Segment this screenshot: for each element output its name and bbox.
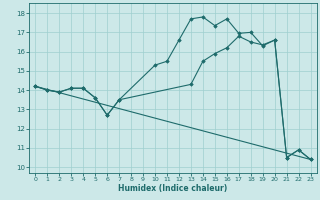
X-axis label: Humidex (Indice chaleur): Humidex (Indice chaleur) [118, 184, 228, 193]
